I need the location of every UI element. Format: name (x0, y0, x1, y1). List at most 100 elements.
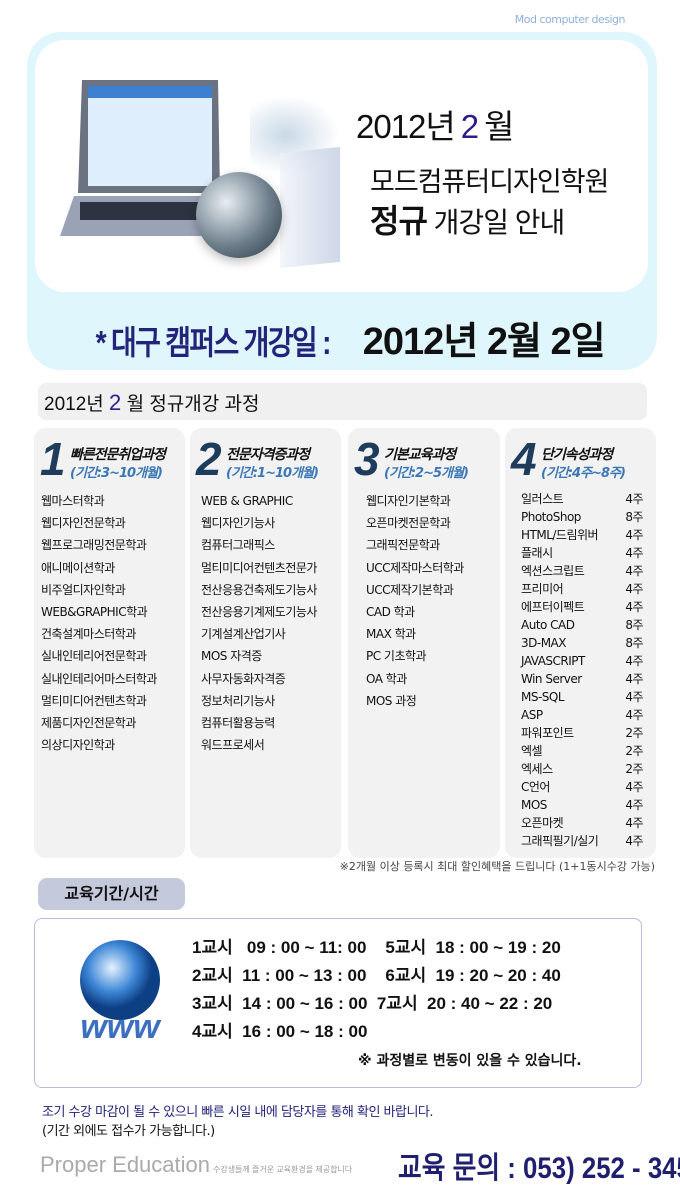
course-item: 엑션스크립트 4주 (521, 562, 643, 580)
course-item: 전산응용기계제도기능사 (201, 604, 317, 619)
course-column-2: 2 전문자격증과정 (기간:1~10개월) WEB & GRAPHIC 웹디자인기능사… (190, 428, 341, 858)
course-duration: 4주 (625, 492, 643, 506)
early-close-note: 조기 수강 마감이 될 수 있으니 빠른 시일 내에 담당자를 통해 확인 바랍… (42, 1105, 434, 1120)
brand-text: Mod computer design (514, 13, 626, 26)
schedule-row: 2교시 11 : 00 ~ 13 : 00 6교시 19 : 20 ~ 20 :… (192, 966, 561, 985)
course-item: 엑셀 2주 (521, 742, 643, 760)
course-item: 오픈마켓 4주 (521, 814, 643, 832)
schedule-title: 교육기간/시간 (38, 878, 185, 910)
course-name: 에프터이펙트 (521, 600, 585, 614)
course-item: 에프터이펙트 4주 (521, 598, 643, 616)
course-list: 웹마스터학과 웹디자인전문학과 웹프로그래밍전문학과 애니메이션학과 비주얼디자인학과 W… (41, 490, 157, 756)
course-duration: 2주 (625, 726, 643, 740)
course-item: WEB & GRAPHIC (201, 494, 293, 508)
course-duration: 4주 (625, 834, 643, 848)
laptop-image (60, 80, 230, 236)
course-duration: 4주 (625, 546, 643, 560)
course-duration: 8주 (625, 636, 643, 650)
course-item: 워드프로세서 (201, 738, 265, 753)
course-duration: 4주 (625, 780, 643, 794)
notice-title: 정규 개강일 안내 (370, 203, 565, 239)
schedule-note: ※ 과정별로 변동이 있을 수 있습니다. (358, 1053, 582, 1069)
course-duration: 4주 (625, 600, 643, 614)
registration-note: (기간 외에도 접수가 가능합니다.) (42, 1124, 215, 1139)
schedule-box (34, 918, 642, 1088)
course-name: 오픈마켓 (521, 816, 564, 830)
course-item: WEB&GRAPHIC학과 (41, 604, 148, 619)
course-duration: 4주 (625, 528, 643, 542)
course-duration: 4주 (625, 816, 643, 830)
course-item: 웹디자인전문학과 (41, 516, 126, 531)
course-name: Auto CAD (521, 618, 575, 632)
course-item: 그래픽전문학과 (366, 538, 440, 553)
school-name: 모드컴퓨터디자인학원 (370, 167, 609, 197)
course-item: 그래픽필기/실기 4주 (521, 832, 643, 850)
course-column-4: 4 단기속성과정 (기간:4주~8주) 일러스트 4주 PhotoShop 8주 HTML/… (505, 428, 656, 858)
course-name: MOS (521, 798, 547, 812)
course-item: 오픈마켓전문학과 (366, 516, 451, 531)
course-item: 웹마스터학과 (41, 494, 105, 508)
course-item: 컴퓨터그래픽스 (201, 538, 275, 553)
course-item: MOS 자격증 (201, 649, 262, 664)
course-item: 정보처리기능사 (201, 693, 275, 708)
course-name: 엑션스크립트 (521, 564, 585, 578)
course-item: 실내인테리어전문학과 (41, 649, 147, 664)
schedule-row: 4교시 16 : 00 ~ 18 : 00 (192, 1022, 368, 1041)
course-item: 의상디자인학과 (41, 738, 115, 753)
course-duration: 2주 (625, 762, 643, 776)
svg-text:www: www (80, 1008, 162, 1046)
course-item: 일러스트 4주 (521, 490, 643, 508)
schedule-row: 3교시 14 : 00 ~ 16 : 00 7교시 20 : 40 ~ 22 :… (192, 994, 553, 1013)
course-item: 컴퓨터활용능력 (201, 715, 275, 730)
course-name: Win Server (521, 672, 582, 686)
course-name: 일러스트 (521, 492, 564, 506)
course-item: 기계설계산업기사 (201, 627, 286, 642)
course-name: JAVASCRIPT (521, 654, 585, 668)
course-section-title: 2012년 2 월 정규개강 과정 (38, 383, 647, 420)
course-name: 프리미어 (521, 582, 564, 596)
course-item: OA 학과 (366, 671, 407, 686)
www-globe-icon: www (80, 940, 162, 1046)
course-item: 엑세스 2주 (521, 760, 643, 778)
course-name: 그래픽필기/실기 (521, 834, 599, 848)
course-item: MAX 학과 (366, 627, 416, 642)
course-item: 사무자동화자격증 (201, 671, 286, 686)
course-name: 파워포인트 (521, 726, 574, 740)
course-item: PhotoShop 8주 (521, 508, 643, 526)
discount-note: ※2개월 이상 등록시 최대 할인혜택을 드립니다 (1+1동시수강 가능) (339, 860, 655, 873)
course-duration: 4주 (625, 798, 643, 812)
course-item: MS-SQL 4주 (521, 688, 643, 706)
pages-image (280, 146, 340, 269)
course-duration: 4주 (625, 654, 643, 668)
course-item: CAD 학과 (366, 604, 415, 619)
course-name: MS-SQL (521, 690, 565, 704)
course-item: 비주얼디자인학과 (41, 582, 126, 597)
course-duration: 4주 (625, 564, 643, 578)
course-item: 전산응용건축제도기능사 (201, 582, 317, 597)
course-duration: 4주 (625, 690, 643, 704)
course-duration: 8주 (625, 618, 643, 632)
campus-opening: * 대구 캠퍼스 개강일 :2012년 2월 2일 (96, 321, 606, 363)
course-item: MOS 과정 (366, 693, 417, 708)
contact-phone: 교육 문의 : 053) 252 - 3458 (398, 1152, 680, 1185)
course-item: UCC제작마스터학과 (366, 560, 464, 575)
course-list: WEB & GRAPHIC 웹디자인기능사 컴퓨터그래픽스 멀티미디어컨텐츠전문가 전산… (201, 490, 317, 756)
course-name: 엑세스 (521, 762, 553, 776)
course-name: PhotoShop (521, 510, 581, 524)
course-column-1: 1 빠른전문취업과정 (기간:3~10개월) 웹마스터학과 웹디자인전문학과 웹프로그래… (34, 428, 185, 858)
course-item: ASP 4주 (521, 706, 643, 724)
course-duration: 4주 (625, 672, 643, 686)
course-item: C언어 4주 (521, 778, 643, 796)
course-duration: 4주 (625, 582, 643, 596)
course-duration: 2주 (625, 744, 643, 758)
course-name: 플래시 (521, 546, 553, 560)
course-item: 웹프로그래밍전문학과 (41, 538, 147, 553)
proper-education-logo: Proper Education 수강생들께 즐거운 교육환경을 제공합니다 (40, 1152, 353, 1177)
course-name: HTML/드림위버 (521, 528, 599, 542)
course-duration: 4주 (625, 708, 643, 722)
course-item: Auto CAD 8주 (521, 616, 643, 634)
course-item: 3D-MAX 8주 (521, 634, 643, 652)
globe-image (196, 172, 282, 258)
course-item: 건축설계마스터학과 (41, 627, 136, 642)
course-item: 멀티미디어컨텐츠전문가 (201, 560, 317, 575)
